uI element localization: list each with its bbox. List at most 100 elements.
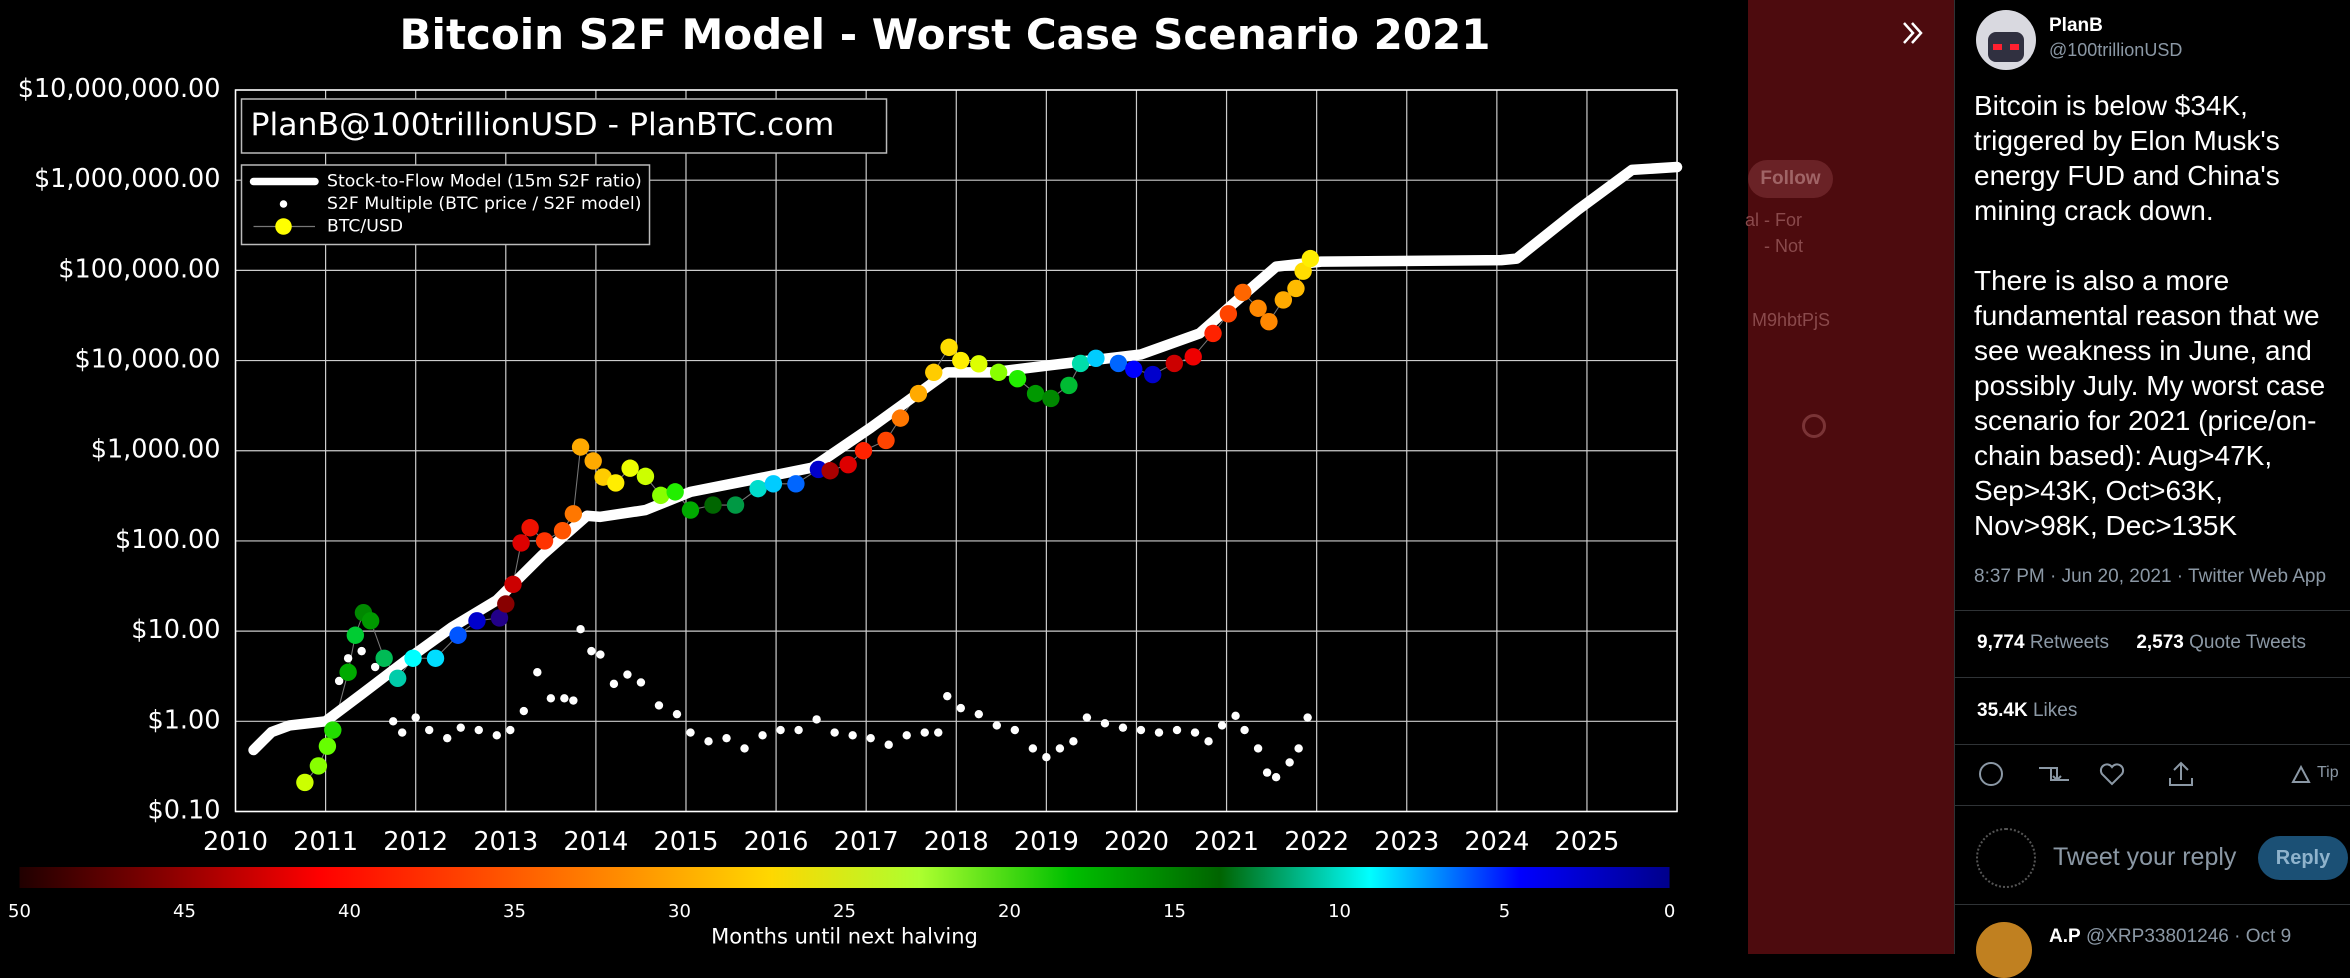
- s2f-multiple-point: [1042, 753, 1051, 762]
- colorbar-tick-label: 30: [668, 901, 691, 922]
- s2f-multiple-point: [587, 646, 596, 656]
- btc-point: [839, 456, 857, 474]
- colorbar-tick-label: 10: [1328, 901, 1351, 922]
- chart-background: [0, 0, 1748, 954]
- s2f-multiple-point: [974, 709, 984, 719]
- btc-point: [764, 475, 783, 493]
- btc-point: [535, 532, 554, 550]
- timestamp[interactable]: 8:37 PM · Jun 20, 2021 · Twitter Web App: [1974, 566, 2327, 587]
- s2f-multiple-point: [848, 731, 857, 740]
- follow-button-faded: Follow: [1748, 160, 1833, 198]
- x-tick-label: 2023: [1374, 827, 1439, 857]
- btc-point: [854, 442, 873, 460]
- btc-point: [1109, 354, 1128, 373]
- y-tick-label: $1,000,000.00: [34, 164, 221, 194]
- like-count[interactable]: 35.4K: [1977, 700, 2028, 721]
- s2f-multiple-point: [1136, 725, 1146, 735]
- legend: Stock-to-Flow Model (15m S2F ratio)S2F M…: [240, 164, 651, 246]
- s2f-multiple-point: [992, 721, 1002, 730]
- like-label[interactable]: Likes: [2032, 700, 2078, 721]
- s2f-multiple-point: [672, 709, 682, 719]
- s2f-multiple-point: [596, 650, 605, 659]
- s2f-multiple-point: [1303, 713, 1312, 722]
- x-tick-label: 2011: [293, 827, 358, 857]
- s2f-multiple-point: [776, 725, 785, 735]
- s2f-multiple-point: [884, 740, 893, 749]
- btc-point: [361, 612, 380, 630]
- x-tick-label: 2022: [1284, 827, 1349, 857]
- s2f-multiple-point: [686, 728, 695, 737]
- tweet-paragraph: Bitcoin is below $34K, triggered by Elon…: [1974, 90, 2280, 226]
- s2f-multiple-point: [519, 706, 529, 716]
- btc-point: [1234, 283, 1252, 302]
- x-tick-label: 2019: [1014, 827, 1079, 857]
- author-name[interactable]: PlanB: [2049, 15, 2103, 36]
- reply-icon[interactable]: [1979, 762, 2003, 786]
- retweet-count[interactable]: 9,774: [1977, 632, 2025, 653]
- next-reply-avatar[interactable]: [1976, 922, 2032, 978]
- btc-point: [521, 519, 539, 537]
- btc-point: [564, 505, 583, 523]
- btc-point: [726, 496, 745, 514]
- annotation-box: [240, 98, 888, 154]
- x-tick-label: 2014: [563, 827, 628, 857]
- btc-point: [497, 595, 515, 613]
- s2f-multiple-point: [1253, 744, 1263, 753]
- btc-point: [375, 649, 393, 667]
- faded-text: M9hbtPjS: [1752, 310, 1831, 330]
- s2f-multiple-point: [1285, 758, 1294, 767]
- quote-label[interactable]: Quote Tweets: [2189, 632, 2307, 653]
- s2f-multiple-point: [1262, 768, 1272, 777]
- y-tick-label: $10.00: [131, 615, 220, 645]
- btc-point: [404, 649, 422, 667]
- btc-point: [1219, 305, 1238, 323]
- reply-button[interactable]: Reply: [2258, 836, 2348, 880]
- btc-point: [504, 575, 522, 594]
- next-reply-meta[interactable]: @XRP33801246 · Oct 9: [2085, 926, 2292, 947]
- s2f-multiple-point: [1028, 744, 1038, 753]
- s2f-multiple-point: [956, 703, 965, 713]
- btc-point: [584, 452, 602, 470]
- likes[interactable]: 35.4K Likes: [1977, 700, 2077, 722]
- s2f-multiple-point: [812, 715, 821, 724]
- x-tick-label: 2012: [383, 827, 448, 857]
- y-tick-label: $100.00: [115, 525, 220, 555]
- reply-input[interactable]: Tweet your reply: [2053, 843, 2237, 871]
- x-tick-label: 2017: [834, 827, 899, 857]
- like-icon[interactable]: [2099, 763, 2125, 786]
- btc-point: [1143, 365, 1162, 384]
- s2f-multiple-point: [560, 694, 569, 703]
- btc-point: [324, 721, 342, 739]
- s2f-multiple-point: [1190, 728, 1200, 737]
- marks: [248, 161, 1683, 792]
- tip-label[interactable]: Tip: [2317, 764, 2339, 781]
- s2f-multiple-point: [546, 694, 556, 703]
- y-tick-label: $10,000,000.00: [18, 74, 221, 104]
- s2f-multiple-point: [1100, 719, 1110, 728]
- avatar[interactable]: [1976, 10, 2036, 70]
- faded-text: - Not: [1764, 236, 1804, 256]
- retweet-label[interactable]: Retweets: [2029, 632, 2110, 653]
- btc-point: [652, 486, 670, 505]
- btc-point: [468, 612, 486, 630]
- faded-text: al - For: [1745, 210, 1803, 230]
- btc-point: [346, 626, 365, 644]
- author-handle[interactable]: @100trillionUSD: [2049, 40, 2183, 60]
- s2f-multiple-point: [1217, 721, 1227, 730]
- tweet-paragraph: There is also a more fundamental reason …: [1974, 265, 2326, 541]
- s2f-multiple-point: [1010, 725, 1020, 735]
- btc-point: [952, 351, 970, 370]
- y-tick-label: $1,000.00: [91, 435, 221, 465]
- s2f-multiple-point: [1204, 737, 1213, 746]
- tip-icon[interactable]: [2291, 764, 2311, 783]
- quote-count[interactable]: 2,573: [2136, 632, 2184, 653]
- retweet-icon[interactable]: [2039, 767, 2069, 781]
- next-reply-name[interactable]: A.P: [2049, 926, 2081, 947]
- colorbar-tick-label: 0: [1664, 901, 1675, 922]
- s2f-multiple-point: [623, 670, 632, 679]
- x-tick-label: 2021: [1194, 827, 1259, 857]
- chart-title: Bitcoin S2F Model - Worst Case Scenario …: [400, 10, 1491, 59]
- share-icon[interactable]: [2169, 761, 2193, 786]
- divider: [1955, 677, 2350, 678]
- collapse-icon[interactable]: [1900, 20, 1926, 46]
